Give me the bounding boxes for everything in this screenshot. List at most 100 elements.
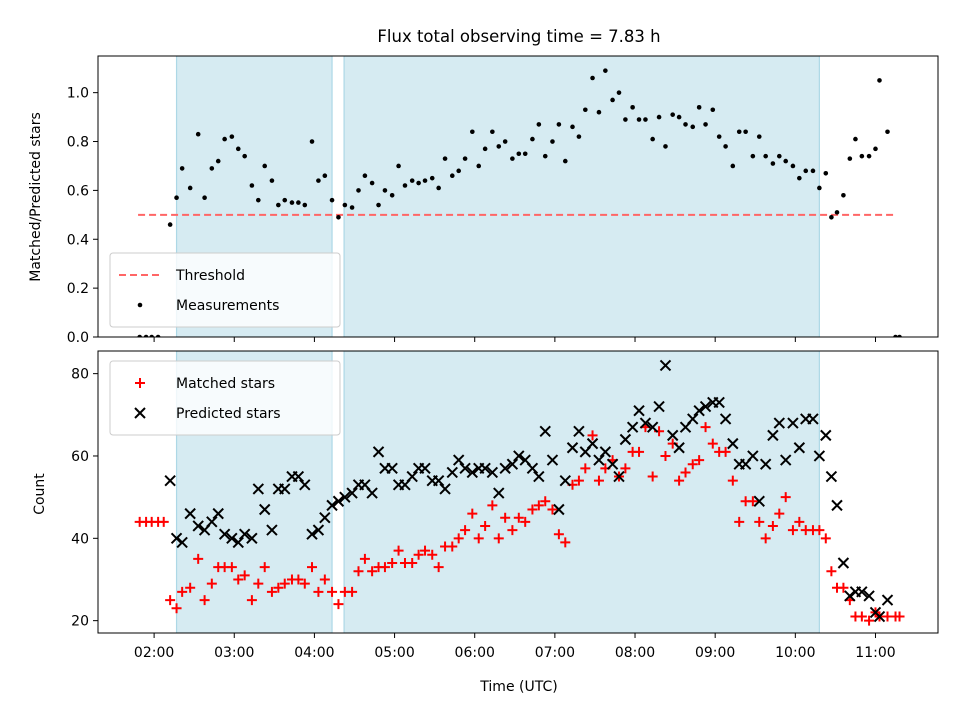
predicted-star-point (767, 429, 779, 442)
measurement-point (155, 334, 161, 337)
top-y-axis-label: Matched/Predicted stars (28, 112, 44, 282)
legend-predicted-swatch (134, 407, 146, 419)
matched-star-point (319, 574, 330, 585)
measurement-point (476, 163, 482, 169)
axes-frame (97, 350, 939, 634)
measurement-point (556, 122, 562, 127)
bottom-y-axis-label: Count (32, 473, 48, 515)
measurement-point (296, 200, 301, 205)
matched-star-point (327, 586, 338, 597)
predicted-star-point (793, 442, 806, 454)
predicted-star-point (386, 462, 398, 475)
matched-star-point (780, 492, 791, 503)
measurement-point (242, 153, 247, 159)
predicted-star-point (479, 462, 491, 475)
matched-star-point (513, 512, 524, 523)
matched-star-point (453, 533, 464, 544)
measurement-point (382, 188, 388, 193)
measurement-point (462, 156, 468, 161)
matched-star-point (580, 463, 591, 474)
measurement-point (623, 117, 628, 122)
predicted-star-point (586, 437, 599, 450)
measurement-point (696, 105, 702, 110)
measurement-point (690, 124, 696, 130)
measurement-point (770, 161, 776, 166)
matched-star-point (856, 611, 867, 622)
measurement-point (542, 153, 548, 159)
measurement-point (576, 134, 582, 139)
legend-label: Measurements (176, 298, 279, 314)
predicted-star-point (164, 474, 176, 487)
legend-label: Matched stars (176, 376, 275, 392)
predicted-star-point (206, 516, 218, 528)
measurement-point (137, 334, 142, 337)
matched-star-point (387, 558, 398, 569)
matched-star-point (826, 566, 837, 577)
measurement-point (683, 122, 688, 127)
measurement-point (429, 175, 435, 181)
x-tick-label: 04:00 (294, 645, 334, 661)
measurement-point (342, 202, 348, 208)
predicted-star-point (459, 462, 471, 475)
axes-frame (97, 55, 939, 338)
y-tick-label: 0.4 (67, 232, 89, 248)
predicted-star-point (406, 470, 418, 483)
predicted-star-point (533, 470, 545, 483)
matched-star-point (473, 533, 484, 544)
measurement-point (866, 153, 872, 159)
measurement-point (710, 107, 716, 113)
predicted-star-point (653, 400, 665, 413)
measurement-point (276, 202, 281, 208)
predicted-star-point (446, 466, 458, 479)
measurement-point (369, 180, 375, 186)
measurement-point (583, 107, 588, 113)
predicted-star-point (573, 425, 585, 437)
shaded-interval-1 (343, 56, 820, 337)
predicted-star-point (232, 536, 244, 549)
matched-star-point (177, 586, 188, 597)
matched-star-point (707, 438, 718, 449)
predicted-star-point (419, 462, 431, 475)
matched-star-point (864, 615, 875, 626)
measurement-point (750, 153, 756, 159)
x-tick-label: 02:00 (134, 645, 174, 661)
measurement-point (810, 168, 816, 174)
measurement-point (630, 105, 635, 110)
predicted-star-point (873, 610, 886, 623)
matched-star-point (347, 586, 358, 597)
measurement-point (636, 117, 642, 122)
measurement-point (229, 134, 235, 139)
measurement-point (262, 163, 268, 169)
matched-star-point (253, 578, 264, 589)
measurement-point (422, 178, 428, 183)
plot-area (137, 56, 902, 337)
measurement-point (470, 129, 475, 135)
measurement-point (522, 151, 528, 157)
predicted-star-point (613, 470, 625, 483)
matched-star-point (560, 537, 571, 548)
matched-star-point (246, 595, 257, 606)
measurement-point (436, 185, 441, 191)
matched-star-point (266, 586, 277, 597)
predicted-star-point (844, 590, 856, 602)
matched-star-point (838, 582, 849, 593)
measurement-point (510, 156, 515, 161)
measurement-point (783, 158, 789, 164)
predicted-star-point (863, 590, 875, 602)
y-tick-label: 1.0 (67, 86, 89, 102)
measurement-point (829, 214, 834, 220)
predicted-star-point (626, 421, 639, 433)
measurement-point (790, 163, 796, 169)
matched-star-point (634, 446, 645, 457)
measurement-point (730, 163, 736, 169)
bottom-panel: 20 40 60 80 02:00 03:00 04:00 05:00 06:00 07:00 08… (71, 350, 939, 661)
measurement-point (362, 173, 368, 179)
measurement-point (723, 144, 728, 149)
matched-star-point (239, 570, 250, 581)
predicted-star-point (372, 446, 385, 458)
measurement-point (222, 136, 227, 142)
measurement-point (449, 173, 455, 179)
predicted-star-point (639, 417, 652, 429)
measurement-point (235, 146, 241, 152)
